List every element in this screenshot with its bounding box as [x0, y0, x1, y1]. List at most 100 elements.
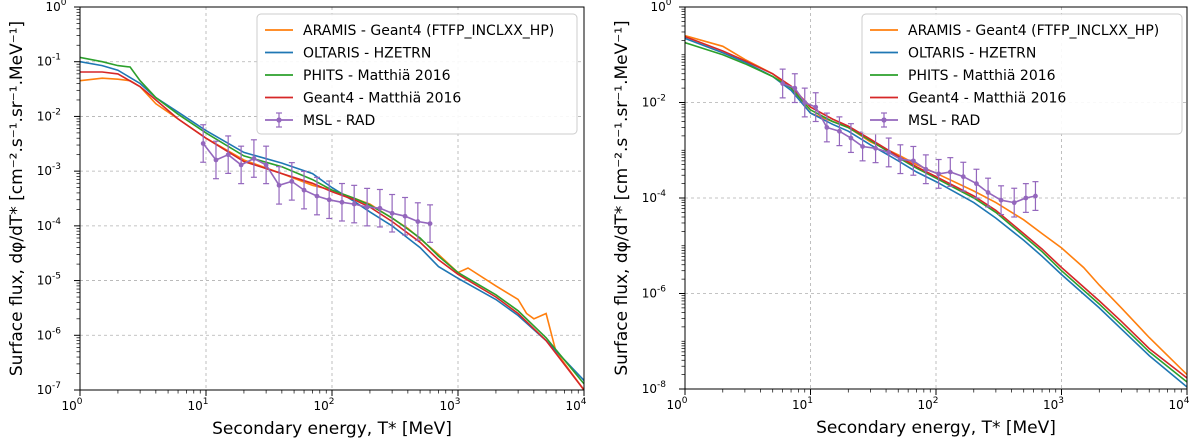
measurement-point — [314, 193, 320, 199]
measurement-point — [402, 213, 408, 219]
measurement-point — [985, 190, 991, 195]
y-tick-label: 10-3 — [37, 162, 61, 178]
x-axis-title: Secondary energy, T* [MeV] — [212, 419, 452, 439]
measurement-point — [213, 157, 219, 163]
x-tick-label: 101 — [187, 397, 208, 413]
legend-label: ARAMIS - Geant4 (FTFP_INCLXX_HP) — [303, 23, 554, 39]
measurement-point — [364, 204, 370, 210]
measurement-point — [886, 150, 892, 155]
y-tick-label: 10-8 — [642, 380, 667, 396]
measurement-point — [351, 201, 357, 207]
x-tick-label: 104 — [1168, 396, 1189, 412]
y-tick-label: 100 — [45, 0, 66, 14]
legend-box — [256, 13, 578, 135]
measurement-point — [225, 152, 231, 158]
legend-label: OLTARIS - HZETRN — [908, 46, 1036, 62]
y-tick-label: 10-5 — [37, 272, 61, 288]
legend-box — [861, 13, 1183, 135]
legend: ARAMIS - Geant4 (FTFP_INCLXX_HP) OLTARIS … — [861, 13, 1183, 135]
panel-left: 100 101 102 103 104 10-7 10-6 10-5 10-4 10-3 10-2 1… — [7, 0, 587, 439]
measurement-point — [289, 178, 295, 184]
measurement-point — [1023, 195, 1029, 201]
x-tick-label: 100 — [666, 396, 687, 412]
measurement-point — [326, 197, 332, 203]
x-tick-label: 103 — [439, 397, 460, 413]
x-tick-label: 103 — [1043, 396, 1064, 412]
legend-label: MSL - RAD — [908, 113, 980, 129]
legend-label: Geant4 - Matthiä 2016 — [303, 91, 461, 107]
x-tick-label: 100 — [61, 397, 82, 413]
measurement-point — [377, 205, 383, 211]
series-group — [80, 56, 584, 390]
y-axis-title: Surface flux, dφ/dT* [cm⁻².s⁻¹.sr⁻¹.MeV⁻… — [7, 21, 27, 376]
measurement-point — [276, 182, 282, 188]
measurement-point — [974, 181, 979, 187]
measurement-point — [339, 199, 345, 205]
measurement-group — [200, 124, 434, 243]
legend-label: ARAMIS - Geant4 (FTFP_INCLXX_HP) — [908, 23, 1159, 39]
series-line-2 — [80, 56, 584, 385]
measurement-point — [848, 135, 854, 141]
measurement-point — [897, 156, 903, 162]
x-tick-label: 101 — [792, 396, 813, 412]
y-tick-label: 10-2 — [642, 94, 666, 110]
measurement-point — [389, 210, 395, 216]
measurement-point — [301, 187, 307, 193]
x-tick-label: 104 — [565, 397, 586, 413]
y-tick-label: 10-1 — [37, 53, 61, 69]
legend-label: OLTARIS - HZETRN — [303, 46, 431, 62]
measurement-point — [960, 174, 966, 180]
measurement-point — [263, 162, 269, 168]
x-tick-label: 102 — [313, 397, 334, 413]
measurement-point — [837, 128, 842, 134]
measurement-point — [998, 197, 1004, 203]
legend: ARAMIS - Geant4 (FTFP_INCLXX_HP) OLTARIS … — [256, 13, 578, 135]
measurement-point — [824, 125, 830, 130]
measurement-group — [779, 68, 1039, 218]
y-tick-label: 10-6 — [37, 326, 62, 342]
y-tick-label: 10-6 — [642, 285, 667, 301]
measurement-point — [936, 171, 942, 177]
series-line-1 — [80, 60, 584, 381]
measurement-point — [780, 81, 786, 86]
y-axis-title: Surface flux, dφ/dT* [cm⁻².s⁻¹.sr⁻¹.MeV⁻… — [612, 20, 632, 375]
legend-marker — [881, 117, 887, 123]
measurement-point — [802, 100, 808, 105]
x-tick-label: 102 — [917, 396, 938, 412]
legend-label: PHITS - Matthiä 2016 — [908, 68, 1056, 84]
x-axis-title: Secondary energy, T* [MeV] — [816, 418, 1056, 438]
measurement-point — [860, 144, 865, 149]
measurement-line — [782, 82, 1036, 204]
measurement-point — [792, 85, 798, 91]
series-line-3 — [80, 71, 584, 390]
measurement-point — [1033, 193, 1038, 199]
measurement-point — [238, 162, 244, 168]
measurement-point — [251, 156, 257, 161]
y-tick-label: 10-4 — [37, 217, 62, 233]
measurement-point — [910, 158, 916, 164]
measurement-point — [813, 104, 819, 110]
measurement-point — [427, 221, 433, 226]
measurement-point — [947, 169, 953, 175]
y-tick-label: 10-2 — [37, 107, 61, 123]
legend-label: MSL - RAD — [303, 113, 375, 129]
measurement-point — [873, 145, 878, 151]
legend-label: PHITS - Matthiä 2016 — [303, 68, 451, 84]
measurement-point — [415, 219, 421, 224]
panel-right: 100 101 102 103 104 10-8 10-6 10-4 10-2 100 Second… — [612, 0, 1190, 438]
y-tick-label: 100 — [650, 0, 671, 14]
series-line-3 — [685, 35, 1187, 379]
plot-frame — [684, 6, 1188, 390]
legend-label: Geant4 - Matthiä 2016 — [908, 91, 1066, 107]
series-line-2 — [685, 41, 1187, 383]
legend-marker — [276, 117, 282, 123]
ticks — [679, 6, 1188, 395]
plot-frame — [79, 6, 585, 391]
measurement-point — [1011, 200, 1017, 206]
ticks — [74, 6, 585, 396]
y-tick-label: 10-7 — [37, 381, 61, 397]
y-tick-label: 10-4 — [642, 189, 667, 205]
measurement-point — [200, 141, 206, 146]
measurement-point — [923, 166, 929, 172]
